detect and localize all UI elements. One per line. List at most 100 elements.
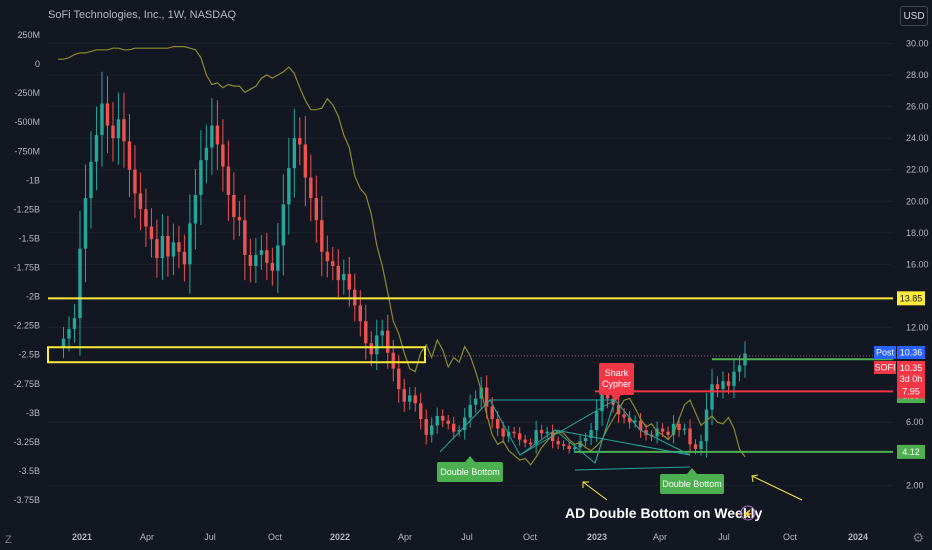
badge-sofi-label-bg [874, 361, 896, 374]
candle-body [358, 305, 362, 322]
currency-button[interactable]: USD [900, 6, 928, 26]
badge-7-95-bg [897, 384, 925, 399]
support-zone [47, 346, 426, 364]
left-axis-tick: -2B [26, 292, 40, 302]
candle-body [463, 417, 467, 431]
badge-post-label-bg [874, 346, 896, 359]
badge-7-95: 7.95 [902, 386, 920, 396]
candle-body [149, 226, 154, 240]
candle-body [517, 433, 522, 440]
candle-body [710, 384, 714, 410]
candle-body [677, 423, 681, 431]
time-axis-tick: Apr [140, 532, 154, 542]
candle-body [413, 395, 417, 404]
candle-body [292, 138, 297, 169]
candle-body [699, 441, 703, 450]
left-axis-tick: 0 [35, 59, 40, 69]
badge-13-85-bg [897, 291, 925, 306]
candle-body [490, 406, 494, 420]
badge-sofi-bg-bg [897, 361, 925, 386]
candle-body [726, 381, 731, 386]
candle-body [512, 431, 516, 434]
candle-body [111, 125, 115, 139]
candle-body [105, 103, 110, 126]
candle-body [182, 251, 187, 265]
time-axis-tick: Oct [783, 532, 798, 542]
candle-body [391, 352, 395, 369]
candle-body [567, 445, 571, 450]
candle-body [561, 444, 566, 446]
candle-body [611, 398, 615, 405]
badge-4-12-bg [897, 444, 925, 459]
candle-body [419, 403, 423, 420]
symbol-title: SoFi Technologies, Inc., 1W, NASDAQ [48, 9, 237, 21]
badge-post-value-bg [897, 346, 925, 359]
time-axis-tick: Oct [523, 532, 538, 542]
candle-body [226, 166, 231, 195]
candle-body [578, 441, 582, 448]
right-axis-tick: 18.00 [906, 228, 929, 238]
candle-body [144, 209, 148, 227]
candle-body [534, 430, 538, 445]
candle-body [276, 245, 280, 271]
gear-icon[interactable]: ⚙ [912, 530, 924, 545]
candle-body [265, 250, 269, 263]
candle-body [556, 441, 560, 445]
right-axis-tick: 16.00 [906, 259, 929, 269]
double-bottom-label-2-box [660, 474, 724, 494]
candle-body [666, 431, 670, 435]
left-axis-tick: -1.75B [13, 263, 40, 273]
shark-cypher-label: Cypher [602, 379, 631, 389]
candle-body [232, 194, 236, 218]
candle-body [133, 169, 137, 194]
candle-body [671, 423, 676, 435]
candle-body [221, 144, 225, 167]
time-axis-tick: 2021 [72, 532, 92, 542]
candle-body [83, 198, 88, 249]
candle-body [210, 125, 214, 148]
left-axis-tick: -3B [26, 408, 40, 418]
ad-line [58, 45, 746, 466]
left-axis-tick: -2.75B [13, 379, 40, 389]
left-axis-tick: -2.25B [13, 321, 40, 331]
candle-body [281, 204, 286, 246]
arrow-head [582, 481, 589, 488]
candle-body [693, 444, 698, 450]
left-axis-tick: -1.5B [18, 233, 40, 243]
candle-body [622, 414, 626, 418]
candle-body [638, 420, 643, 431]
left-axis-tick: -3.25B [13, 437, 40, 447]
candle-body [583, 437, 588, 442]
lightning-icon-glyph: ⚡ [742, 508, 753, 520]
candle-body [72, 318, 77, 330]
candle-body [122, 119, 126, 142]
time-axis-tick: Jul [718, 532, 730, 542]
shark-pattern-line [439, 398, 691, 464]
candle-body [473, 398, 478, 405]
candle-body [539, 430, 544, 434]
right-axis-tick: 30.00 [906, 38, 929, 48]
right-axis-tick: 26.00 [906, 102, 929, 112]
candle-body [254, 254, 258, 266]
candle-body [523, 439, 527, 443]
candle-body [347, 273, 351, 290]
candle-body [380, 330, 384, 336]
right-axis-tick: 20.00 [906, 196, 929, 206]
candle-body [215, 125, 220, 145]
candle-body [721, 381, 725, 390]
candle-body [435, 415, 439, 426]
badge-post-value: 10.36 [900, 348, 923, 358]
candle-body [259, 250, 264, 255]
candle-body [193, 194, 198, 224]
candle-body [572, 447, 577, 450]
shark-cypher-label: Shark [605, 368, 629, 378]
candle-body [237, 217, 242, 221]
candle-body [528, 442, 533, 445]
right-axis-tick: 28.00 [906, 70, 929, 80]
candle-body [61, 338, 66, 347]
candle-body [336, 265, 340, 281]
candle-body [287, 168, 291, 205]
left-axis-tick: -500M [14, 117, 40, 127]
timezone-icon[interactable]: Z [5, 534, 12, 546]
